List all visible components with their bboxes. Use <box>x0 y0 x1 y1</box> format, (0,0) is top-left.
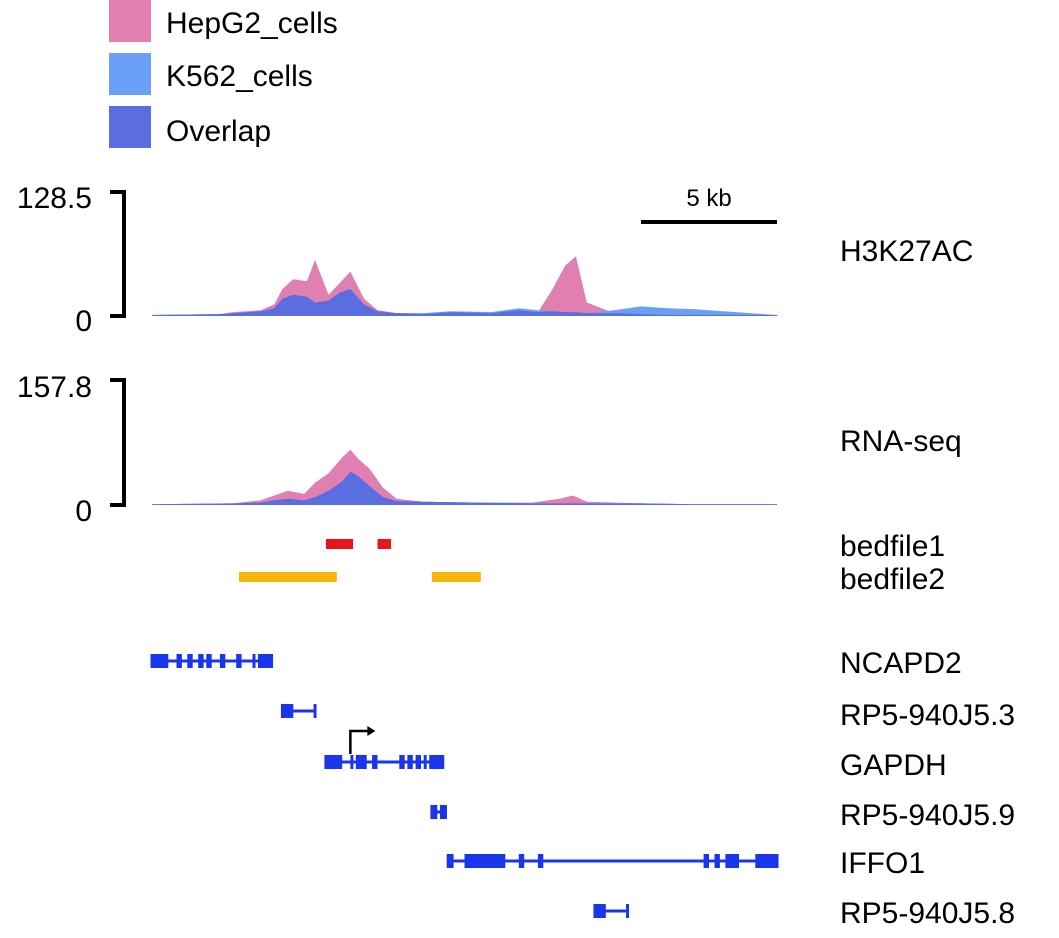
gene-ncapd2-exon <box>152 654 169 668</box>
gene-ncapd2-exon <box>206 654 212 668</box>
gene-ncapd2-exon <box>252 654 256 668</box>
track2-hepg2-area <box>152 449 777 505</box>
bedfile2-intervals <box>239 572 481 582</box>
gene-label-gapdh: GAPDH <box>840 749 947 782</box>
track1-ymax-label: 128.5 <box>17 182 92 215</box>
bedfile2-label: bedfile2 <box>840 563 945 596</box>
legend: HepG2_cells K562_cells Overlap <box>109 0 338 148</box>
gene-gapdh-tss-arrow <box>349 729 369 754</box>
gene-iffo1-exon <box>714 854 720 868</box>
track2-overlap-area <box>152 471 777 505</box>
gene-gapdh-exon <box>325 755 343 769</box>
gene-iffo1-exon <box>537 854 544 868</box>
track-h3k27ac: 128.5 0 H3K27AC 5 kb <box>17 182 973 338</box>
track1-ymin-label: 0 <box>75 305 92 338</box>
bedfile2-interval <box>239 572 337 582</box>
gene-ncapd2-exon <box>176 654 182 668</box>
gene-gapdh-exon <box>423 755 427 769</box>
gene-label-rp5-940j5-3: RP5-940J5.3 <box>840 699 1015 732</box>
track2-ymin-label: 0 <box>75 495 92 528</box>
gene-iffo1-exon <box>755 854 777 868</box>
gene-iffo1-exon <box>518 854 525 868</box>
gene-ncapd2-exon <box>219 654 226 668</box>
track1-overlap-area <box>152 289 777 316</box>
gene-label-iffo1: IFFO1 <box>840 847 925 880</box>
gene-label-rp5-940j5-8: RP5-940J5.8 <box>840 897 1015 930</box>
gene-ncapd2-exon <box>258 654 272 668</box>
gene-ncapd2-exon <box>236 654 242 668</box>
gene-gapdh-exon <box>407 755 413 769</box>
gene-iffo1-exon <box>725 854 739 868</box>
legend-label-hepg2: HepG2_cells <box>166 7 338 40</box>
bedfile1-label: bedfile1 <box>840 530 945 563</box>
legend-swatch-k562 <box>109 53 151 95</box>
gene-label-rp5-940j5-9: RP5-940J5.9 <box>840 799 1015 832</box>
gene-gapdh-exon <box>429 755 443 769</box>
bedfile2-interval <box>431 572 481 582</box>
gene-ncapd2-exon <box>198 654 204 668</box>
track-rna-seq: 157.8 0 RNA-seq <box>17 371 962 528</box>
gene-ncapd2-exon <box>187 654 193 668</box>
gene-track: NCAPD2 RP5-940J5.3 GAPDH RP5-940J5.9 IFF… <box>150 647 1015 930</box>
gene-gapdh-exon <box>372 755 378 769</box>
track1-name: H3K27AC <box>840 235 973 268</box>
gene-gapdh-exon <box>350 755 354 769</box>
gene-label-ncapd2: NCAPD2 <box>840 647 962 680</box>
legend-swatch-hepg2 <box>109 0 151 42</box>
scale-bar-label: 5 kb <box>686 185 731 212</box>
gene-gapdh-exon <box>399 755 405 769</box>
gene-iffo1-exon <box>464 854 506 868</box>
gene-iffo1-exon <box>448 854 454 868</box>
gene-rp5-940j5-9-exon <box>440 805 446 819</box>
bedfile1-interval <box>325 539 354 549</box>
gene-rp5-940j5-3-exon <box>282 704 294 718</box>
track2-name: RNA-seq <box>840 425 962 458</box>
gene-gapdh-exon <box>355 755 367 769</box>
bed-tracks: bedfile1 bedfile2 <box>239 530 945 596</box>
bedfile1-interval <box>377 539 392 549</box>
track1-hepg2-area <box>152 256 777 316</box>
track2-ymax-label: 157.8 <box>17 371 92 404</box>
track2-k562-area <box>152 471 777 505</box>
gene-iffo1-exon <box>703 854 709 868</box>
gene-gapdh-exon <box>415 755 421 769</box>
legend-label-overlap: Overlap <box>166 115 271 148</box>
track2-y-axis <box>110 378 126 507</box>
bedfile1-intervals <box>325 539 392 549</box>
track1-y-axis <box>110 190 126 318</box>
gene-rp5-940j5-9-exon <box>431 805 438 819</box>
legend-label-k562: K562_cells <box>166 60 313 93</box>
legend-swatch-overlap <box>109 106 151 148</box>
gene-rp5-940j5-8-exon <box>594 904 606 918</box>
gene-gapdh-tss-arrowhead <box>367 726 376 736</box>
